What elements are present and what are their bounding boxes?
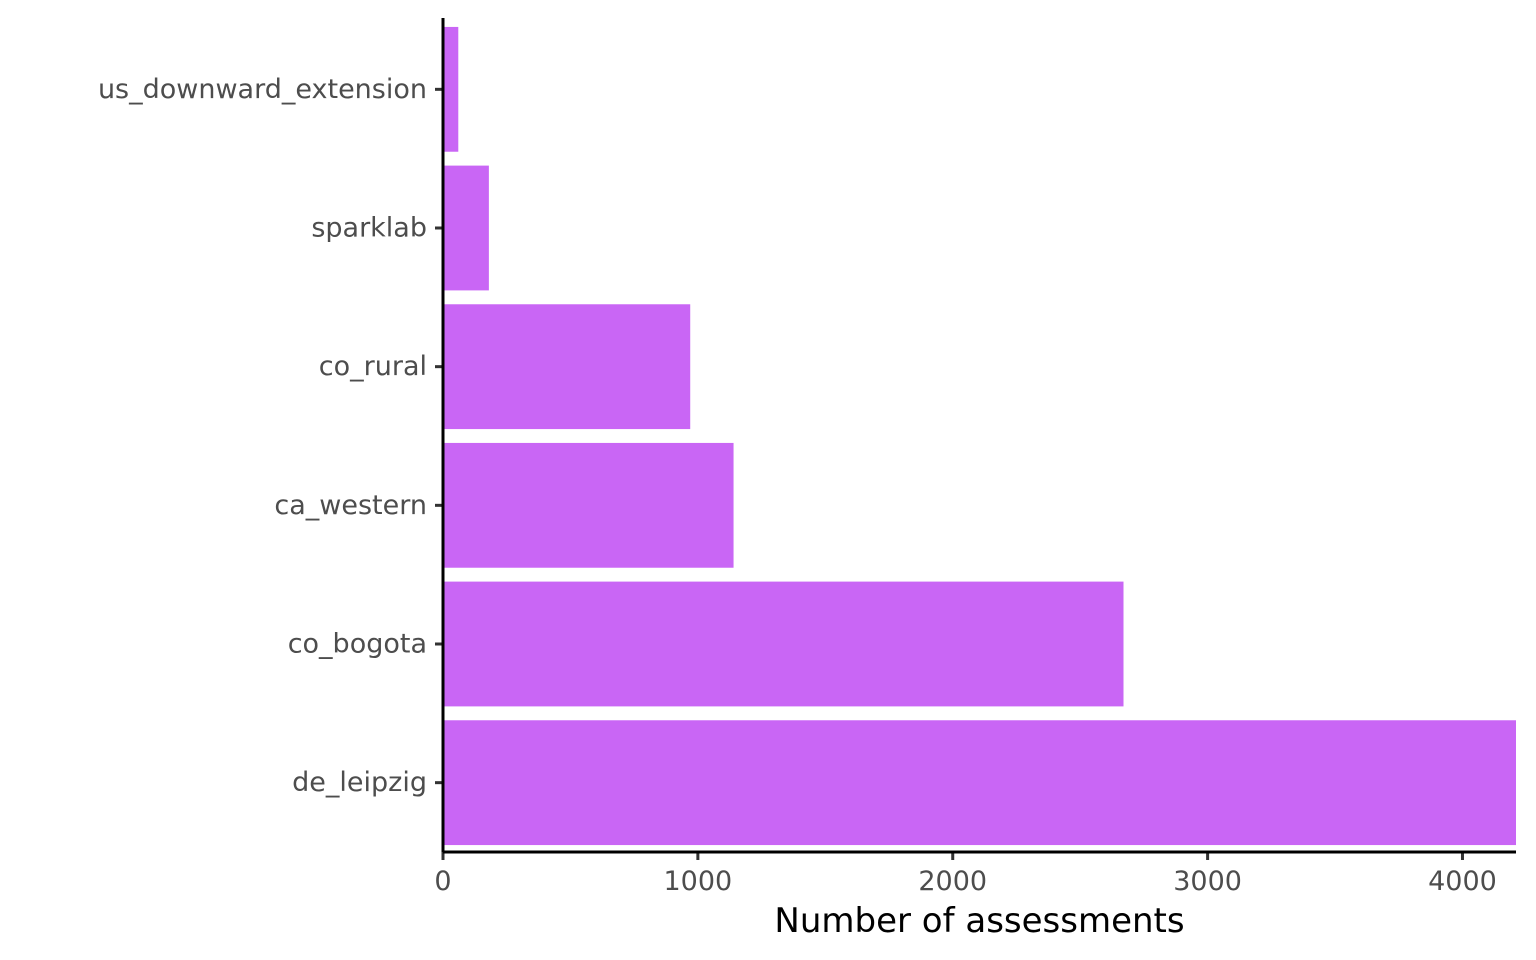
category-label-co_bogota: co_bogota [288, 629, 427, 660]
category-label-sparklab: sparklab [311, 213, 427, 244]
x-tick-label-2000: 2000 [918, 866, 987, 897]
x-axis-ticks: 0 1000 2000 3000 4000 [434, 852, 1497, 897]
bar-de_leipzig [443, 720, 1516, 846]
category-label-us_downward_extension: us_downward_extension [98, 74, 427, 105]
category-labels: us_downward_extension sparklab co_rural ca_… [98, 74, 427, 798]
bar-sparklab [443, 165, 489, 291]
bars-group [443, 26, 1516, 846]
category-label-ca_western: ca_western [274, 490, 427, 521]
category-label-co_rural: co_rural [319, 351, 427, 382]
x-axis-title: Number of assessments [774, 901, 1184, 941]
bar-co_rural [443, 304, 691, 430]
x-tick-label-1000: 1000 [664, 866, 733, 897]
x-tick-label-3000: 3000 [1173, 866, 1242, 897]
x-tick-label-0: 0 [434, 866, 451, 897]
category-label-de_leipzig: de_leipzig [292, 767, 427, 798]
bar-ca_western [443, 442, 734, 568]
bar-us_downward_extension [443, 26, 459, 152]
x-tick-label-4000: 4000 [1428, 866, 1497, 897]
bar-co_bogota [443, 581, 1124, 707]
